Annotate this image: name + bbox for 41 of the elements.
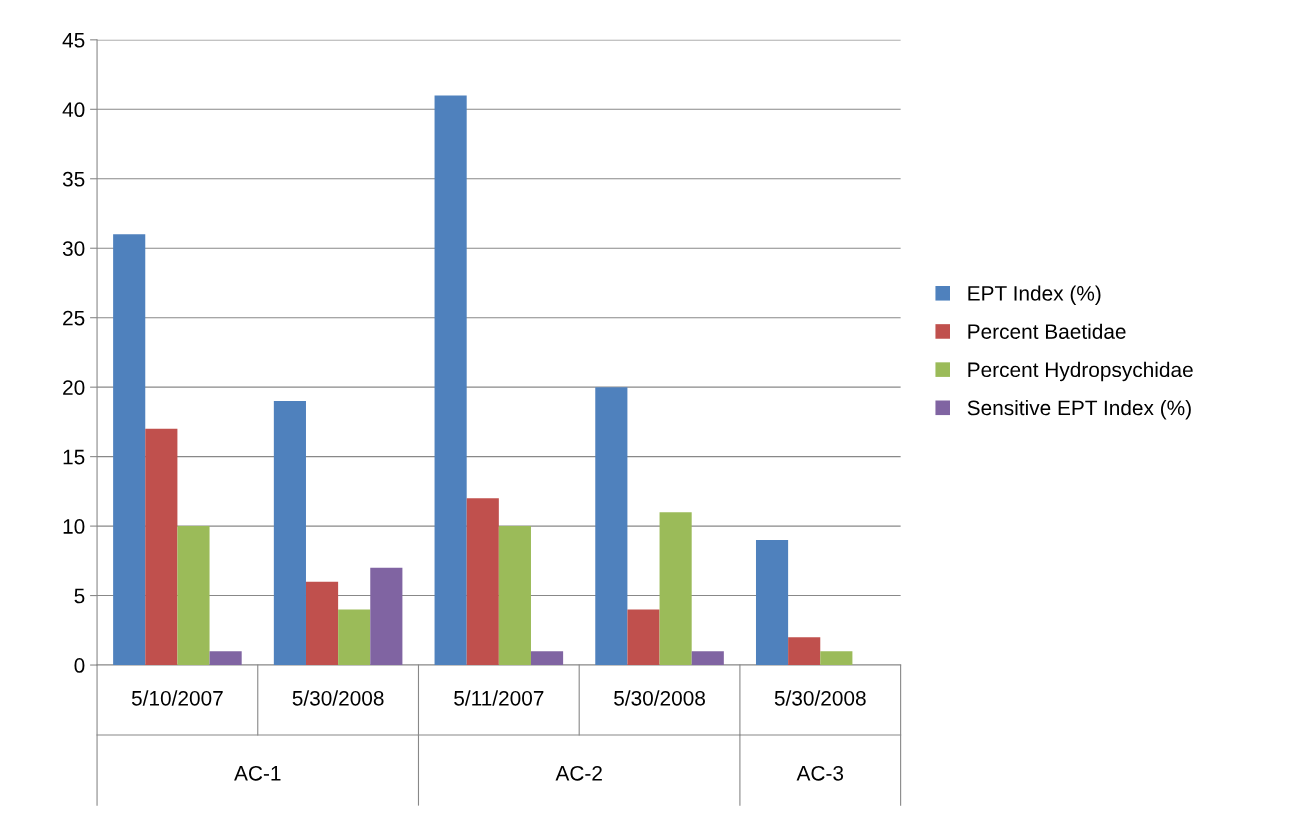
y-tick-label: 5 [74, 588, 85, 604]
legend-label: Percent Baetidae [968, 323, 1126, 339]
bar [466, 498, 499, 666]
bar [305, 581, 339, 666]
text: AC-3 [796, 765, 844, 781]
bar [659, 512, 692, 666]
bar [370, 567, 403, 666]
x-tick-label: 5/30/2008 [292, 690, 384, 706]
y-tick-label: 40 [62, 102, 85, 118]
text: AC-2 [555, 765, 602, 781]
x-tick-label: 5/11/2007 [454, 690, 544, 706]
legend-label: Percent Hydropsychidae [968, 361, 1193, 382]
bar [595, 387, 628, 666]
bar [273, 401, 306, 666]
legend-label: Sensitive EPT Index (%) [967, 399, 1191, 420]
y-tick-label: 0 [74, 658, 85, 673]
x-tick-label: 5/30/2008 [774, 690, 866, 706]
bar [820, 651, 853, 666]
bar [177, 526, 210, 666]
y-tick-label: 35 [62, 171, 85, 187]
x-tick-label: 5/30/2008 [614, 690, 705, 706]
y-tick-label: 20 [63, 380, 85, 395]
bar [113, 234, 146, 666]
bar [627, 609, 660, 666]
bar [691, 651, 724, 666]
bar [209, 651, 242, 666]
y-tick-label: 10 [63, 519, 85, 534]
bar [530, 651, 564, 666]
text: AC-1 [234, 765, 281, 781]
bar [788, 637, 821, 666]
y-tick-label: 30 [62, 241, 85, 256]
x-tick-label: 5/10/2007 [131, 690, 223, 706]
y-tick-label: 25 [63, 310, 85, 326]
bar [498, 526, 531, 666]
bar [434, 95, 467, 666]
legend-label: EPT Index (%) [968, 285, 1101, 305]
y-tick-label: 45 [62, 33, 85, 48]
bar [755, 539, 789, 666]
y-tick-label: 15 [63, 449, 85, 465]
bar [145, 428, 178, 666]
bar [338, 609, 371, 666]
